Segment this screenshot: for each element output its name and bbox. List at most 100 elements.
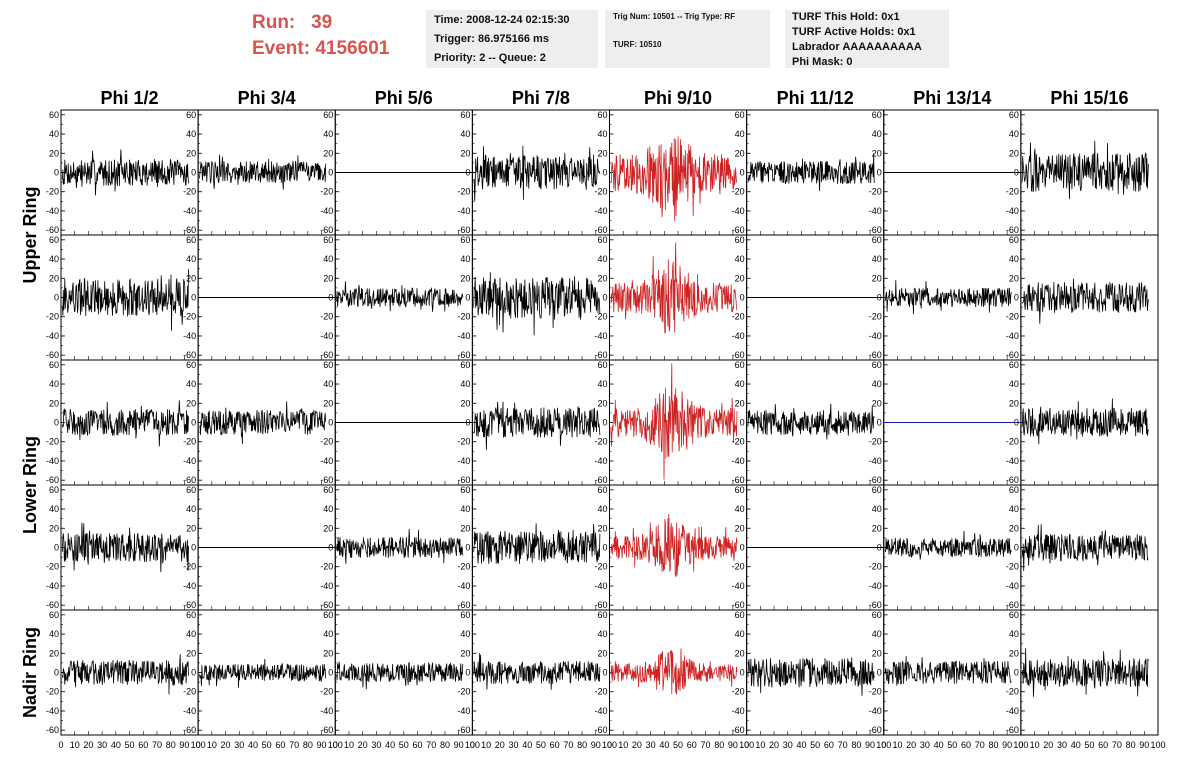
y-tick-label: -60 bbox=[869, 350, 882, 360]
y-tick-label: -60 bbox=[457, 225, 470, 235]
y-tick-label: -60 bbox=[183, 600, 196, 610]
y-tick-label: -60 bbox=[46, 350, 59, 360]
y-tick-label: 40 bbox=[460, 254, 470, 264]
y-tick-label: 20 bbox=[1009, 148, 1019, 158]
x-tick-label: 80 bbox=[303, 740, 313, 750]
x-tick-label: 10 bbox=[1030, 740, 1040, 750]
y-tick-label: -40 bbox=[869, 706, 882, 716]
y-tick-label: -20 bbox=[183, 562, 196, 572]
y-tick-label: 60 bbox=[460, 610, 470, 620]
y-tick-label: -20 bbox=[732, 437, 745, 447]
y-tick-label: 0 bbox=[328, 543, 333, 553]
y-tick-label: 40 bbox=[735, 254, 745, 264]
y-tick-label: 0 bbox=[54, 418, 59, 428]
y-tick-label: -60 bbox=[320, 725, 333, 735]
y-tick-label: 60 bbox=[597, 110, 607, 120]
y-tick-label: -20 bbox=[46, 437, 59, 447]
y-tick-label: 20 bbox=[597, 148, 607, 158]
waveform-trace bbox=[473, 653, 601, 690]
event-label: Event: bbox=[252, 38, 311, 59]
y-tick-label: -60 bbox=[183, 725, 196, 735]
y-tick-label: 40 bbox=[49, 129, 59, 139]
y-tick-label: 0 bbox=[54, 668, 59, 678]
y-tick-label: -40 bbox=[869, 331, 882, 341]
y-tick-label: -20 bbox=[594, 562, 607, 572]
x-tick-label: 100 bbox=[1150, 740, 1165, 750]
y-tick-label: -60 bbox=[457, 725, 470, 735]
y-tick-label: 0 bbox=[191, 543, 196, 553]
y-tick-label: 0 bbox=[54, 543, 59, 553]
y-tick-label: 40 bbox=[323, 379, 333, 389]
waveform-trace bbox=[747, 403, 875, 440]
y-tick-label: 0 bbox=[1014, 168, 1019, 178]
x-tick-label: 100 bbox=[739, 740, 754, 750]
x-tick-label: 80 bbox=[1126, 740, 1136, 750]
y-tick-label: 0 bbox=[877, 418, 882, 428]
waveform-trace bbox=[62, 149, 189, 196]
y-tick-label: 60 bbox=[1009, 360, 1019, 370]
waveform-trace bbox=[610, 363, 738, 480]
y-tick-label: -40 bbox=[320, 331, 333, 341]
y-tick-label: 40 bbox=[1009, 129, 1019, 139]
x-tick-label: 100 bbox=[1013, 740, 1028, 750]
x-tick-label: 70 bbox=[152, 740, 162, 750]
y-tick-label: -40 bbox=[183, 456, 196, 466]
waveform-trace bbox=[1021, 524, 1149, 571]
y-tick-label: 20 bbox=[597, 523, 607, 533]
y-tick-label: 0 bbox=[740, 668, 745, 678]
x-tick-label: 40 bbox=[522, 740, 532, 750]
x-tick-label: 20 bbox=[495, 740, 505, 750]
x-tick-label: 70 bbox=[838, 740, 848, 750]
waveform-trace bbox=[610, 513, 738, 577]
y-tick-label: -40 bbox=[457, 456, 470, 466]
y-tick-label: -40 bbox=[732, 206, 745, 216]
y-tick-label: 20 bbox=[186, 273, 196, 283]
waveform-trace bbox=[1021, 140, 1149, 200]
x-tick-label: 0 bbox=[58, 740, 63, 750]
waveform-trace bbox=[199, 658, 327, 688]
y-tick-label: -60 bbox=[1006, 225, 1019, 235]
y-tick-label: -40 bbox=[320, 706, 333, 716]
y-tick-label: -20 bbox=[457, 687, 470, 697]
y-tick-label: -60 bbox=[46, 725, 59, 735]
y-tick-label: 0 bbox=[602, 418, 607, 428]
y-tick-label: -60 bbox=[46, 600, 59, 610]
y-tick-label: 60 bbox=[460, 110, 470, 120]
x-tick-label: 80 bbox=[577, 740, 587, 750]
y-tick-label: -60 bbox=[732, 475, 745, 485]
y-tick-label: 40 bbox=[49, 504, 59, 514]
y-tick-label: -60 bbox=[320, 225, 333, 235]
y-tick-label: -40 bbox=[732, 581, 745, 591]
y-tick-label: -40 bbox=[457, 206, 470, 216]
x-tick-label: 100 bbox=[191, 740, 206, 750]
y-tick-label: -20 bbox=[1006, 687, 1019, 697]
y-tick-label: 60 bbox=[49, 110, 59, 120]
y-tick-label: 20 bbox=[49, 273, 59, 283]
y-tick-label: 40 bbox=[735, 379, 745, 389]
column-title: Phi 1/2 bbox=[101, 88, 159, 108]
y-tick-label: 60 bbox=[1009, 610, 1019, 620]
y-tick-label: 0 bbox=[191, 418, 196, 428]
trigger-text: Trigger: 86.975166 ms bbox=[434, 33, 549, 45]
y-tick-label: -40 bbox=[732, 706, 745, 716]
y-tick-label: 60 bbox=[49, 235, 59, 245]
y-tick-label: 60 bbox=[872, 360, 882, 370]
x-tick-label: 40 bbox=[796, 740, 806, 750]
ring-label: Upper Ring bbox=[20, 187, 40, 284]
run-event-box: Run: 39 Event: 4156601 bbox=[252, 10, 389, 62]
x-tick-label: 100 bbox=[328, 740, 343, 750]
waveform-trace bbox=[473, 401, 601, 450]
y-tick-label: 60 bbox=[460, 485, 470, 495]
y-tick-label: 40 bbox=[597, 254, 607, 264]
y-tick-label: -40 bbox=[183, 206, 196, 216]
y-tick-label: -20 bbox=[594, 312, 607, 322]
y-tick-label: -20 bbox=[46, 687, 59, 697]
y-tick-label: -60 bbox=[183, 225, 196, 235]
y-tick-label: -40 bbox=[183, 331, 196, 341]
y-tick-label: 0 bbox=[191, 168, 196, 178]
x-tick-label: 0 bbox=[196, 740, 201, 750]
y-tick-label: 20 bbox=[735, 273, 745, 283]
y-tick-label: -40 bbox=[1006, 706, 1019, 716]
y-tick-label: -40 bbox=[869, 206, 882, 216]
y-tick-label: 20 bbox=[323, 398, 333, 408]
